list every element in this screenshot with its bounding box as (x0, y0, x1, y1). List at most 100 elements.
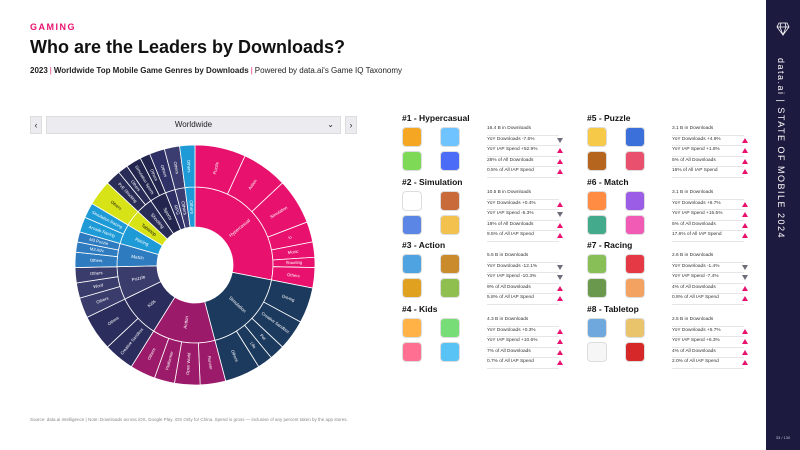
genre-stat: 5% of All Downloads (672, 157, 716, 163)
genre-label: Puzzle (131, 274, 146, 282)
stat-divider (672, 357, 744, 358)
genre-title: #1 - Hypercasual (402, 113, 470, 123)
subgenre-label: M3 Puzzle (89, 237, 110, 247)
stat-divider (672, 145, 744, 146)
genre-label: Kids (147, 298, 158, 308)
genre-stat: YoY IAP Spend -10.3% (487, 274, 537, 279)
genre-label: Sports (162, 207, 173, 222)
region-dropdown[interactable]: Worldwide ⌄ (46, 116, 341, 134)
subgenre-label: M3 Adv. (89, 246, 104, 253)
subgenre-segment[interactable] (179, 144, 196, 189)
genre-stat: 4% of All Downloads (672, 348, 716, 354)
arrow-up-icon (557, 349, 563, 355)
genre-stat: YoY IAP Spend -7.4% (672, 274, 719, 279)
genre-panel: #1 - Hypercasual 16.4 B in Downloads YoY D… (402, 113, 582, 178)
subgenre-label: Others (110, 199, 123, 211)
game-app-icon (587, 254, 607, 274)
subgenre-label: Others (230, 349, 240, 363)
subgenre-label: Others (90, 258, 103, 264)
subgenre-label: Others (173, 161, 180, 174)
arrow-up-icon (557, 201, 563, 207)
genre-title: #6 - Match (587, 177, 629, 187)
stat-divider (672, 240, 744, 242)
region-selector: ‹ Worldwide ⌄ › (30, 116, 357, 134)
stat-divider (487, 230, 559, 231)
genre-stat: 2.6 B in Downloads (672, 253, 714, 258)
arrow-up-icon (742, 285, 748, 291)
game-app-icon (587, 191, 607, 211)
game-app-icon (440, 151, 460, 171)
genre-label: RPG (173, 204, 181, 215)
stat-divider (487, 155, 559, 157)
arrow-up-icon (557, 158, 563, 164)
genre-sunburst-chart: HypercasualSimulationActionKidsPuzzleMat… (74, 144, 316, 386)
genre-stat: 9.5% of All IAP Spend (487, 232, 534, 237)
arrow-up-icon (742, 169, 748, 174)
subgenre-label: Others (130, 179, 142, 192)
subgenre-label: Runner (207, 356, 214, 371)
genre-stat: 17.6% of All IAP Spend (672, 232, 722, 237)
game-app-icon (625, 254, 645, 274)
arrow-down-icon (557, 137, 563, 143)
genre-stat: 0.8% of All IAP Spend (672, 295, 719, 300)
stat-divider (487, 166, 559, 167)
page-number: 33 / 130 (775, 435, 791, 440)
stat-divider (487, 357, 559, 358)
subgenre-label: Others (96, 295, 110, 304)
stat-divider (672, 176, 744, 178)
stat-divider (487, 282, 559, 284)
stat-divider (672, 198, 744, 200)
genre-stat: YoY Downloads -12.1% (487, 263, 538, 269)
subtitle-year: 2023 (30, 66, 48, 75)
subgenre-label: Life (249, 341, 257, 350)
game-app-icon (625, 151, 645, 171)
subgenre-label: Others (90, 270, 103, 276)
genre-title: #7 - Racing (587, 240, 633, 250)
prev-region-button[interactable]: ‹ (30, 116, 42, 134)
subgenre-label: io (288, 234, 293, 240)
stat-divider (487, 325, 559, 327)
genre-label: Racing (134, 237, 150, 247)
genre-panel: #3 - Action 5.5 B in Downloads YoY Downloa… (402, 240, 582, 305)
game-app-icon (440, 191, 460, 211)
page-title: Who are the Leaders by Downloads? (30, 37, 346, 57)
arrow-down-icon (557, 264, 563, 270)
genre-stat: 7% of All Downloads (487, 348, 531, 354)
subtitle-main: Worldwide Top Mobile Game Genres by Down… (53, 66, 249, 75)
genre-title: #4 - Kids (402, 304, 438, 314)
subgenre-label: Action (247, 178, 258, 191)
subgenre-label: Platformer (164, 350, 174, 371)
stat-divider (672, 155, 744, 157)
genre-stat: 10.5 B in Downloads (487, 190, 531, 195)
game-app-icon (402, 278, 422, 298)
genre-stat: YoY Downloads +4.9% (672, 136, 721, 142)
stat-divider (672, 303, 744, 305)
stat-divider (487, 261, 559, 263)
stat-divider (672, 166, 744, 167)
next-region-button[interactable]: › (345, 116, 357, 134)
game-app-icon (440, 318, 460, 338)
genre-panel: #7 - Racing 2.6 B in Downloads YoY Downloa… (587, 240, 767, 305)
genre-stat: YoY IAP Spend -5.3% (487, 211, 534, 216)
game-app-icon (587, 215, 607, 235)
arrow-up-icon (742, 137, 748, 143)
arrow-down-icon (742, 264, 748, 270)
game-app-icon (625, 278, 645, 298)
game-app-icon (402, 318, 422, 338)
arrow-up-icon (742, 201, 748, 207)
stat-divider (487, 293, 559, 294)
arrow-up-icon (557, 148, 563, 153)
genre-stat: YoY Downloads -1.4% (672, 263, 720, 269)
diamond-logo-icon (776, 22, 790, 36)
subgenre-label: Others (149, 168, 159, 182)
genre-stat: 16% of All IAP Spend (672, 168, 718, 173)
game-app-icon (402, 254, 422, 274)
game-app-icon (587, 318, 607, 338)
genre-title: #3 - Action (402, 240, 446, 250)
arrow-up-icon (557, 296, 563, 301)
game-app-icon (402, 151, 422, 171)
game-app-icon (587, 151, 607, 171)
genre-label: Others (180, 201, 188, 216)
page-subtitle: 2023 | Worldwide Top Mobile Game Genres by… (30, 66, 403, 75)
genre-stat: YoY IAP Spend +52.9% (487, 147, 538, 152)
